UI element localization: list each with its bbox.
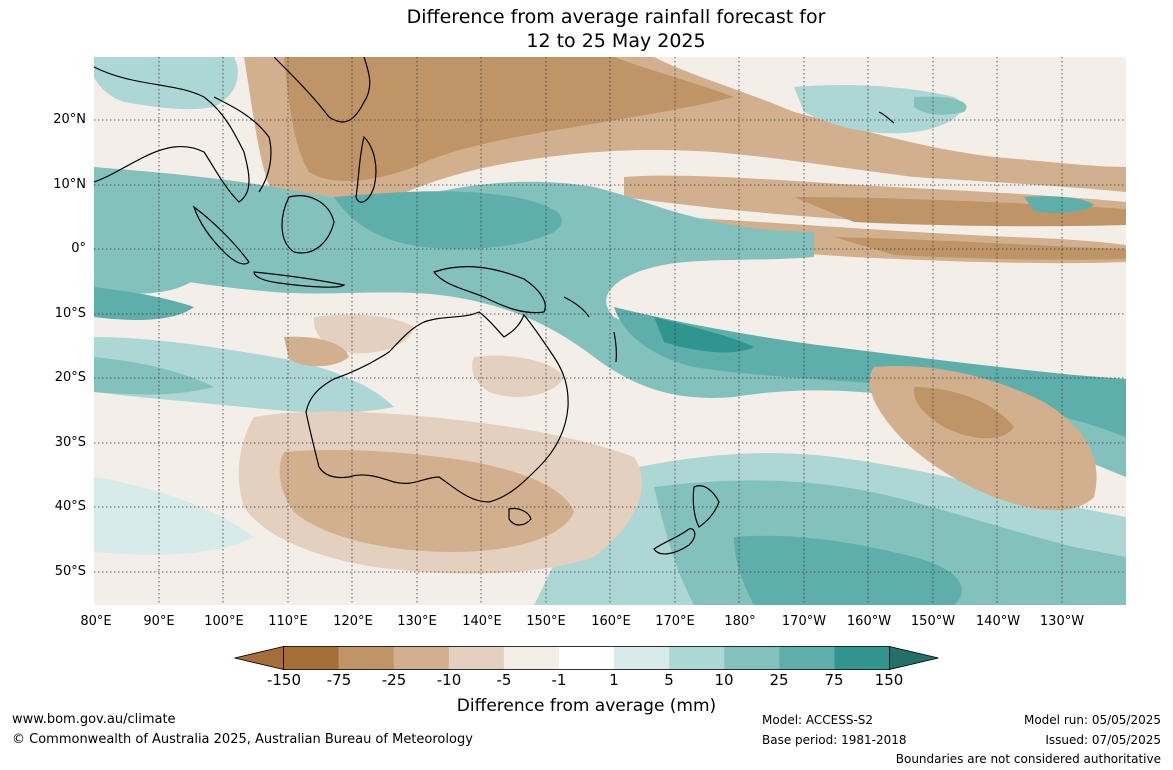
colorbar-cell bbox=[779, 646, 835, 670]
footer-issued: Issued: 07/05/2025 bbox=[1045, 733, 1161, 747]
colorbar-cell bbox=[559, 646, 615, 670]
colorbar-extend-low bbox=[234, 646, 284, 670]
colorbar-cells bbox=[283, 646, 890, 670]
indochina-outline bbox=[213, 96, 272, 193]
lon-label-130e: 130°E bbox=[397, 614, 437, 629]
colorbar-cell bbox=[338, 646, 394, 670]
java-outline bbox=[253, 271, 346, 288]
footer-model: Model: ACCESS-S2 bbox=[762, 713, 874, 727]
legend-tick: 75 bbox=[824, 671, 844, 689]
legend-tick: -1 bbox=[551, 671, 567, 689]
lon-label-130w: 130°W bbox=[1039, 614, 1085, 629]
lat-label-10n: 10°N bbox=[53, 177, 86, 192]
lon-label-120e: 120°E bbox=[333, 614, 373, 629]
lon-label-140w: 140°W bbox=[975, 614, 1021, 629]
graticule bbox=[94, 57, 1126, 605]
lon-label-140e: 140°E bbox=[462, 614, 502, 629]
legend-tick: 5 bbox=[664, 671, 674, 689]
title-line-1: Difference from average rainfall forecas… bbox=[406, 6, 826, 28]
legend-tick: -150 bbox=[266, 671, 302, 689]
lat-label-40s: 40°S bbox=[54, 499, 86, 514]
colorbar-cell bbox=[834, 646, 890, 670]
lat-label-20n: 20°N bbox=[53, 112, 86, 127]
vanuatu-outline bbox=[613, 331, 617, 363]
lat-label-20s: 20°S bbox=[54, 370, 86, 385]
lon-label-160w: 160°W bbox=[846, 614, 892, 629]
legend-tick: 150 bbox=[874, 671, 904, 689]
legend-tick: -25 bbox=[381, 671, 407, 689]
legend-tick: -5 bbox=[496, 671, 512, 689]
lon-label-100e: 100°E bbox=[204, 614, 244, 629]
footer-model-run: Model run: 05/05/2025 bbox=[1023, 713, 1161, 727]
wet-patches bbox=[94, 57, 1094, 413]
colorbar-cell bbox=[393, 646, 450, 670]
australia-outline bbox=[305, 311, 569, 503]
coastlines bbox=[94, 57, 895, 555]
colorbar-extend-high bbox=[889, 646, 939, 670]
asia-mainland-outline bbox=[94, 66, 250, 203]
china-coast-outline bbox=[273, 57, 371, 123]
legend-colorbar bbox=[234, 646, 939, 670]
lat-label-equator: 0° bbox=[71, 241, 86, 256]
lon-label-80e: 80°E bbox=[80, 614, 112, 629]
colorbar-cell bbox=[669, 646, 725, 670]
footer-copyright: © Commonwealth of Australia 2025, Austra… bbox=[12, 732, 473, 747]
dry-anomaly-north bbox=[244, 57, 1126, 264]
rainfall-difference-map bbox=[94, 57, 1126, 605]
map-canvas bbox=[94, 57, 1126, 605]
dry-anomaly-australia bbox=[284, 314, 564, 397]
lon-label-150w: 150°W bbox=[910, 614, 956, 629]
lat-label-30s: 30°S bbox=[54, 435, 86, 450]
new-guinea-outline bbox=[433, 266, 546, 314]
title-line-2: 12 to 25 May 2025 bbox=[526, 30, 706, 52]
footer-url: www.bom.gov.au/climate bbox=[12, 712, 176, 727]
sumatra-outline bbox=[192, 205, 250, 265]
philippines-outline bbox=[355, 135, 377, 203]
legend-tick: 10 bbox=[714, 671, 734, 689]
lon-label-160e: 160°E bbox=[591, 614, 631, 629]
borneo-outline bbox=[281, 195, 335, 254]
legend-label: Difference from average (mm) bbox=[456, 696, 717, 716]
lat-label-10s: 10°S bbox=[54, 306, 86, 321]
legend-tick: 1 bbox=[609, 671, 619, 689]
new-zealand-south-outline bbox=[653, 528, 696, 555]
colorbar-cell bbox=[283, 646, 339, 670]
legend-tick: -10 bbox=[436, 671, 462, 689]
lon-label-90e: 90°E bbox=[143, 614, 175, 629]
footer-base-period: Base period: 1981-2018 bbox=[762, 733, 907, 747]
colorbar-cell bbox=[448, 646, 505, 670]
hawaii-outline bbox=[878, 111, 895, 124]
legend-tick: 25 bbox=[769, 671, 789, 689]
lon-label-170e: 170°E bbox=[655, 614, 695, 629]
lon-label-170w: 170°W bbox=[781, 614, 827, 629]
new-zealand-north-outline bbox=[692, 485, 720, 528]
wet-anomaly-south bbox=[94, 453, 1126, 605]
colorbar-cell bbox=[503, 646, 560, 670]
footer-disclaimer: Boundaries are not considered authoritat… bbox=[895, 752, 1161, 766]
dry-anomaly-south bbox=[238, 366, 1097, 574]
solomon-islands-outline bbox=[563, 296, 590, 318]
legend-tick: -75 bbox=[326, 671, 352, 689]
colorbar-frame bbox=[283, 646, 890, 670]
lat-label-50s: 50°S bbox=[54, 564, 86, 579]
lon-label-150e: 150°E bbox=[526, 614, 566, 629]
colorbar-cell bbox=[724, 646, 780, 670]
lon-label-110e: 110°E bbox=[268, 614, 308, 629]
colorbar-cell bbox=[614, 646, 670, 670]
map-title: Difference from average rainfall forecas… bbox=[0, 5, 1173, 53]
lon-label-180: 180° bbox=[724, 614, 756, 629]
tasmania-outline bbox=[508, 507, 532, 526]
